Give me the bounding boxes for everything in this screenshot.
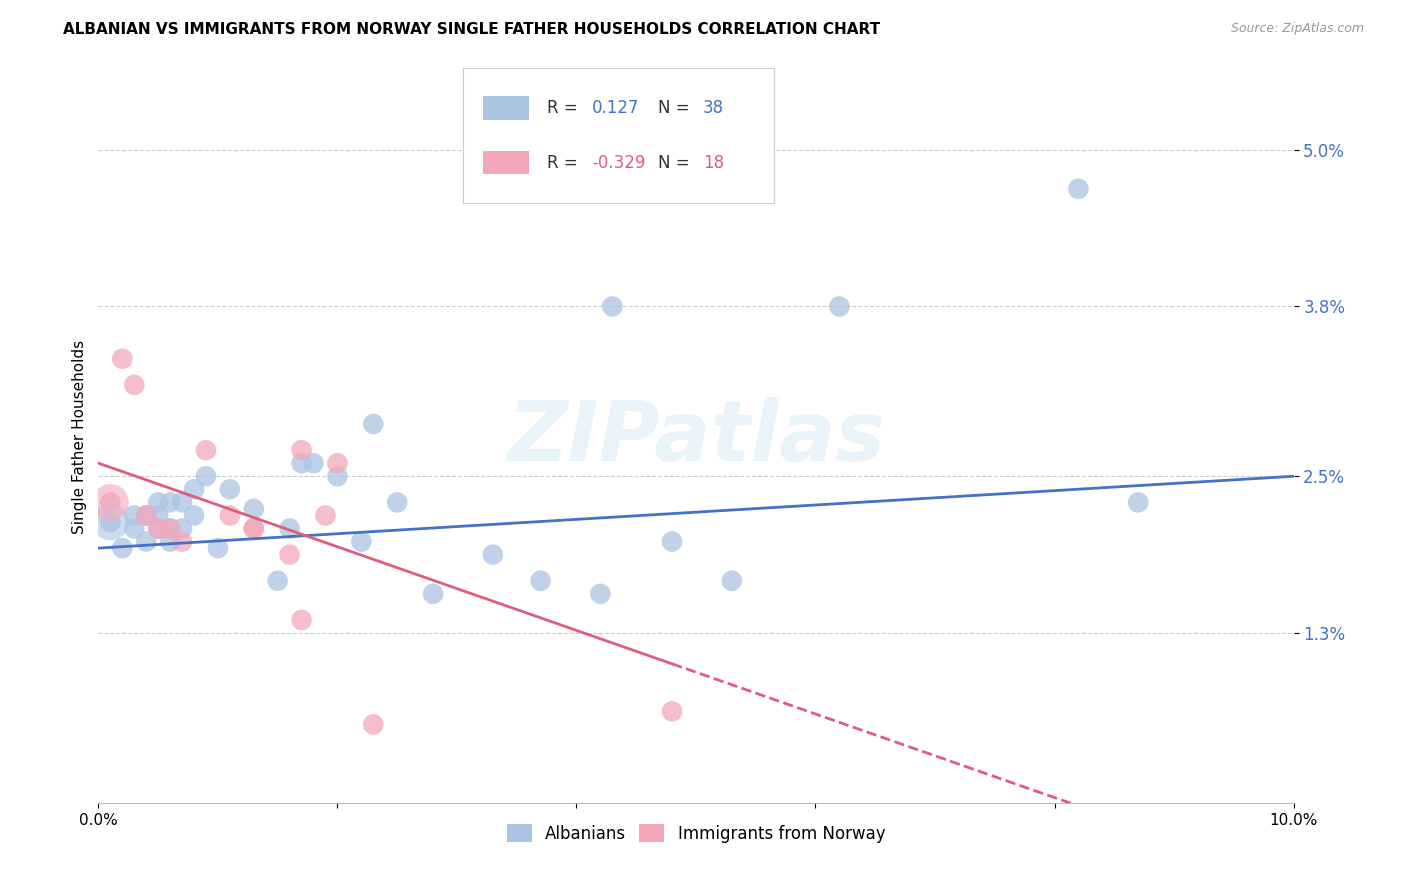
Point [326,456,349,470]
Text: ALBANIAN VS IMMIGRANTS FROM NORWAY SINGLE FATHER HOUSEHOLDS CORRELATION CHART: ALBANIAN VS IMMIGRANTS FROM NORWAY SINGL… [63,22,880,37]
Point [602,300,624,314]
Point [98,515,122,529]
Point [530,574,553,588]
Point [291,613,314,627]
Point [183,483,205,497]
Point [111,541,134,555]
Point [124,508,146,523]
Point [278,548,301,562]
Point [159,521,181,535]
Point [363,717,385,731]
Point [172,521,194,535]
Text: ZIPatlas: ZIPatlas [508,397,884,477]
FancyBboxPatch shape [463,68,773,203]
Point [291,443,314,458]
Text: R =: R = [547,153,582,172]
Point [172,495,194,509]
Y-axis label: Single Father Households: Single Father Households [72,340,87,534]
Text: 0.127: 0.127 [592,99,640,117]
Point [98,495,122,509]
Point [207,541,229,555]
Point [243,502,266,516]
Point [135,508,157,523]
Point [124,521,146,535]
Point [148,508,170,523]
Text: N =: N = [658,153,695,172]
Point [148,495,170,509]
Point [422,587,444,601]
Point [219,508,242,523]
Point [315,508,337,523]
Point [721,574,744,588]
Point [135,534,157,549]
Point [159,521,181,535]
Point [661,705,683,719]
Text: N =: N = [658,99,695,117]
Legend: Albanians, Immigrants from Norway: Albanians, Immigrants from Norway [501,818,891,849]
Point [350,534,373,549]
Point [195,443,218,458]
Point [219,483,242,497]
Point [148,521,170,535]
Point [243,521,266,535]
Point [482,548,505,562]
Point [278,521,301,535]
Point [828,300,851,314]
Text: -0.329: -0.329 [592,153,645,172]
Point [385,495,409,509]
Point [291,456,314,470]
Point [243,521,266,535]
Point [111,351,134,366]
Point [661,534,683,549]
Text: R =: R = [547,99,582,117]
Point [267,574,290,588]
Point [302,456,325,470]
Text: 18: 18 [703,153,724,172]
FancyBboxPatch shape [484,151,529,175]
Text: Source: ZipAtlas.com: Source: ZipAtlas.com [1230,22,1364,36]
Point [326,469,349,483]
Point [183,508,205,523]
Point [159,495,181,509]
Point [1067,182,1090,196]
Point [159,534,181,549]
Point [98,495,122,509]
Text: 38: 38 [703,99,724,117]
Point [98,515,122,529]
Point [363,417,385,431]
Point [172,534,194,549]
Point [589,587,612,601]
Point [148,521,170,535]
Point [1128,495,1150,509]
Point [195,469,218,483]
Point [135,508,157,523]
FancyBboxPatch shape [484,96,529,120]
Point [124,377,146,392]
